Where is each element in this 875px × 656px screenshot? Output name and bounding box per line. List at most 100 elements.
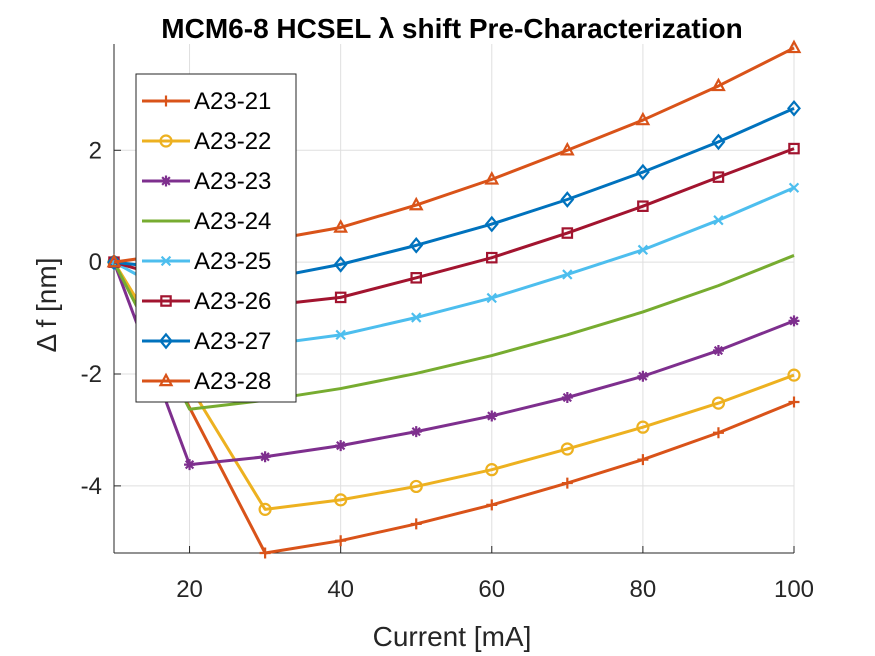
legend-item: A23-27 xyxy=(142,328,271,355)
y-tick-label: 2 xyxy=(89,137,102,164)
legend-item: A23-28 xyxy=(142,368,271,395)
legend-item: A23-24 xyxy=(142,208,271,235)
data-point xyxy=(408,196,424,211)
legend-label: A23-23 xyxy=(194,168,271,195)
data-point xyxy=(258,502,272,516)
data-point xyxy=(712,427,724,439)
data-point xyxy=(333,256,348,273)
data-point xyxy=(788,396,800,408)
legend-label: A23-26 xyxy=(194,288,271,315)
legend-marker xyxy=(158,372,174,387)
axes: 20 40 60 80 100 -4 -2 0 2 xyxy=(81,44,814,603)
series-a23-23 xyxy=(108,256,800,471)
data-point xyxy=(106,253,122,268)
data-point xyxy=(484,215,499,233)
series-a23-22 xyxy=(107,255,801,516)
data-point xyxy=(788,315,800,327)
x-tick-label: 20 xyxy=(176,576,203,603)
legend-box xyxy=(135,73,297,403)
legend-marker xyxy=(160,295,172,307)
legend-marker xyxy=(159,332,173,350)
data-point xyxy=(786,39,802,54)
data-point xyxy=(711,396,726,410)
legend-marker xyxy=(160,95,172,107)
legend-item: A23-23 xyxy=(142,168,271,195)
data-point xyxy=(409,237,424,254)
data-point xyxy=(637,454,649,466)
data-point xyxy=(562,269,573,280)
y-tick-label: 0 xyxy=(89,249,102,276)
data-point xyxy=(107,253,121,271)
data-point xyxy=(787,368,801,382)
data-point xyxy=(713,215,724,226)
y-axis-label: Δ f [nm] xyxy=(31,258,62,353)
data-point xyxy=(486,292,497,304)
data-point xyxy=(335,329,346,341)
data-point xyxy=(334,291,347,304)
data-point xyxy=(635,163,650,181)
data-point xyxy=(333,219,349,233)
data-point xyxy=(561,227,574,239)
data-point xyxy=(712,345,724,357)
data-point xyxy=(485,463,499,477)
series-line xyxy=(112,261,795,511)
x-tick-label: 40 xyxy=(327,576,354,603)
y-tick-label: -2 xyxy=(81,361,102,388)
legend-item: A23-25 xyxy=(142,248,271,275)
legend-label: A23-25 xyxy=(194,248,271,275)
data-point xyxy=(561,477,573,489)
x-tick-label: 100 xyxy=(774,576,814,603)
data-point xyxy=(484,170,500,185)
legend-item: A23-21 xyxy=(142,88,271,115)
data-point xyxy=(635,111,651,126)
data-point xyxy=(561,392,573,404)
data-point xyxy=(486,251,498,264)
series-a23-24 xyxy=(112,254,795,411)
data-point xyxy=(637,244,649,256)
legend-marker xyxy=(160,175,172,187)
legend-label: A23-24 xyxy=(194,208,271,235)
data-point xyxy=(259,451,271,463)
series-a23-21 xyxy=(108,256,800,559)
data-point xyxy=(711,77,726,92)
x-axis-label: Current [mA] xyxy=(373,621,532,652)
data-point xyxy=(335,535,347,547)
legend-label: A23-22 xyxy=(194,128,271,155)
chart-title: MCM6-8 HCSEL λ shift Pre-Characterizatio… xyxy=(161,13,742,44)
legend-marker xyxy=(160,255,172,267)
x-tick-label: 80 xyxy=(630,576,657,603)
legend-label: A23-28 xyxy=(194,368,271,395)
data-point xyxy=(184,459,196,471)
data-point xyxy=(788,182,800,193)
data-point xyxy=(410,518,422,530)
data-point xyxy=(410,426,422,438)
data-point xyxy=(559,141,575,156)
legend-marker xyxy=(159,134,173,148)
legend-item: A23-26 xyxy=(142,288,271,315)
x-tick-label: 60 xyxy=(478,576,505,603)
data-point xyxy=(636,420,650,434)
series-line xyxy=(112,261,795,467)
data-point xyxy=(410,272,422,284)
data-point xyxy=(486,410,498,422)
data-point xyxy=(712,171,725,183)
data-point xyxy=(788,142,800,155)
legend-item: A23-22 xyxy=(142,128,271,155)
series-line xyxy=(112,254,795,411)
y-tick-label: -4 xyxy=(81,473,102,500)
data-point xyxy=(711,133,726,151)
data-point xyxy=(560,191,575,208)
data-point xyxy=(409,479,423,494)
data-point xyxy=(411,312,422,323)
data-point xyxy=(787,100,801,117)
data-point xyxy=(486,499,498,511)
data-point xyxy=(637,370,649,382)
data-point xyxy=(334,493,348,507)
data-point xyxy=(259,547,271,559)
data-point xyxy=(335,440,347,452)
legend: A23-21 A23-22 A23-23 A23-24 A23-25 A23-26 A23-… xyxy=(135,73,297,403)
legend-label: A23-27 xyxy=(194,328,271,355)
legend-label: A23-21 xyxy=(194,88,271,115)
data-point xyxy=(637,200,649,212)
